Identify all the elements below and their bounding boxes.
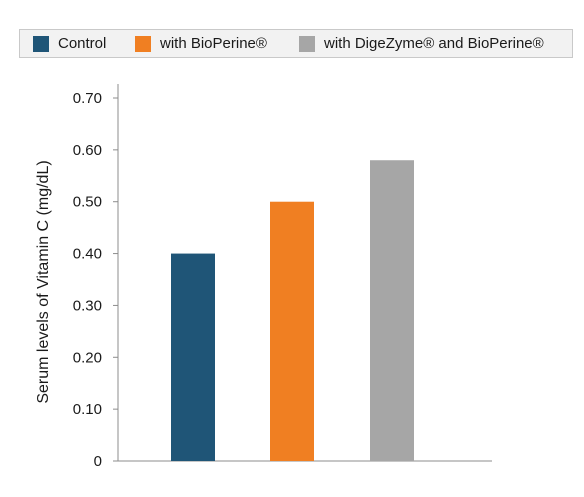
legend-item-digezyme-bioperine: with DigeZyme® and BioPerine® — [299, 30, 544, 57]
legend-label-bioperine: with BioPerine® — [160, 35, 267, 52]
y-tick-label: 0.60 — [73, 142, 102, 159]
y-axis-title: Serum levels of Vitamin C (mg/dL) — [35, 160, 52, 403]
y-tick-label: 0.70 — [73, 90, 102, 107]
y-tick-label: 0.30 — [73, 297, 102, 314]
legend-item-control: Control — [33, 30, 106, 57]
y-tick-labels: 0 0.10 0.20 0.30 0.40 0.50 0.60 0.70 — [73, 90, 102, 470]
bar-2 — [270, 201, 314, 461]
y-tick-label: 0.40 — [73, 246, 102, 263]
legend-swatch-digezyme-bioperine — [299, 35, 315, 52]
legend-label-control: Control — [58, 35, 107, 52]
bar-3 — [370, 160, 414, 461]
legend-item-bioperine: with BioPerine® — [135, 30, 267, 57]
bar-1 — [171, 253, 215, 461]
chart-legend: Control with BioPerine® with DigeZyme® a… — [19, 29, 573, 58]
legend-label-digezyme-bioperine: with DigeZyme® and BioPerine® — [324, 35, 544, 52]
bars — [171, 160, 414, 461]
y-tick-label: 0.50 — [73, 194, 102, 211]
y-tick-label: 0 — [94, 453, 102, 470]
legend-swatch-bioperine — [135, 35, 151, 52]
y-tick-label: 0.20 — [73, 349, 102, 366]
legend-swatch-control — [33, 35, 49, 52]
y-tick-label: 0.10 — [73, 401, 102, 418]
